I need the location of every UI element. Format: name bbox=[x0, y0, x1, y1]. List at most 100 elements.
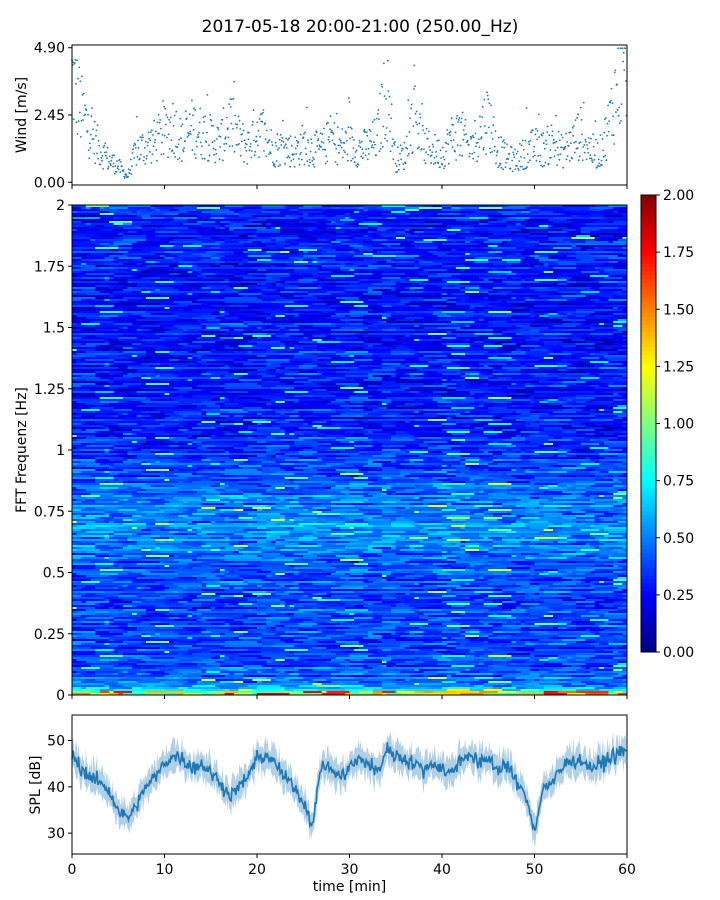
heatmap-cell bbox=[483, 287, 494, 290]
heatmap-cell bbox=[192, 289, 207, 292]
heatmap-cell bbox=[317, 327, 341, 330]
wind-point bbox=[196, 145, 198, 148]
heatmap-cell bbox=[432, 239, 448, 242]
wind-point bbox=[603, 118, 606, 121]
wind-point bbox=[587, 152, 590, 154]
heatmap-cell bbox=[210, 377, 221, 380]
wind-point bbox=[293, 153, 295, 156]
heatmap-cell bbox=[136, 371, 156, 374]
wind-point bbox=[535, 159, 538, 162]
heatmap-cell bbox=[150, 363, 161, 366]
heatmap-cell bbox=[451, 293, 466, 296]
heatmap-cell bbox=[104, 253, 124, 256]
heatmap-cell bbox=[321, 225, 341, 228]
heatmap-cell bbox=[298, 279, 318, 282]
heatmap-cell bbox=[414, 265, 420, 268]
heatmap-cell bbox=[391, 391, 411, 394]
wind-point bbox=[389, 150, 392, 153]
heatmap-cell bbox=[381, 277, 401, 280]
heatmap-cell bbox=[326, 223, 341, 226]
heatmap-cell bbox=[298, 385, 304, 388]
heatmap-cell bbox=[437, 319, 457, 322]
wind-point bbox=[527, 140, 530, 143]
heatmap-cell bbox=[201, 271, 226, 274]
heatmap-cell bbox=[418, 325, 438, 328]
heatmap-cell bbox=[502, 349, 517, 352]
heatmap-cell bbox=[391, 371, 406, 374]
heatmap-cell bbox=[576, 251, 596, 254]
heatmap-cell bbox=[146, 317, 161, 320]
heatmap-cell bbox=[270, 217, 295, 220]
heatmap-cell bbox=[90, 223, 115, 226]
heatmap-cell bbox=[122, 285, 138, 288]
heatmap-cell bbox=[423, 297, 434, 300]
heatmap-cell bbox=[141, 293, 152, 296]
heatmap-cell bbox=[381, 379, 406, 382]
heatmap-cell bbox=[150, 381, 156, 384]
wind-point bbox=[289, 165, 291, 168]
heatmap-cell bbox=[465, 255, 489, 258]
heatmap-cell bbox=[210, 349, 216, 352]
heatmap-cell bbox=[303, 317, 309, 320]
heatmap-cell bbox=[520, 361, 531, 364]
heatmap-cell bbox=[196, 233, 221, 236]
heatmap-cell bbox=[201, 401, 226, 404]
heatmap-cell bbox=[442, 291, 461, 294]
wind-point bbox=[97, 157, 99, 160]
heatmap-cell bbox=[257, 291, 281, 294]
wind-point bbox=[507, 158, 510, 160]
heatmap-cell bbox=[580, 383, 596, 386]
wind-point bbox=[361, 157, 364, 160]
heatmap-cell bbox=[294, 223, 313, 226]
heatmap-cell bbox=[150, 321, 165, 324]
heatmap-cell bbox=[238, 311, 263, 314]
heatmap-cell bbox=[590, 275, 609, 278]
heatmap-cell bbox=[400, 239, 424, 242]
heatmap-cell bbox=[196, 367, 221, 370]
heatmap-cell bbox=[183, 229, 198, 232]
heatmap-cell bbox=[294, 347, 304, 350]
heatmap-cell bbox=[622, 387, 628, 390]
heatmap-cell bbox=[502, 391, 517, 394]
heatmap-cell bbox=[613, 391, 628, 394]
wind-point bbox=[288, 137, 290, 140]
heatmap-cell bbox=[159, 357, 184, 360]
heatmap-cell bbox=[479, 257, 503, 260]
heatmap-cell bbox=[192, 269, 202, 272]
heatmap-cell bbox=[257, 229, 281, 232]
heatmap-cell bbox=[220, 369, 239, 372]
heatmap-cell bbox=[465, 293, 489, 296]
heatmap-cell bbox=[178, 383, 202, 386]
heatmap-cell bbox=[608, 359, 628, 362]
heatmap-cell bbox=[386, 219, 392, 222]
heatmap-cell bbox=[622, 277, 628, 280]
heatmap-cell bbox=[409, 365, 429, 368]
wind-point bbox=[297, 141, 300, 143]
heatmap-cell bbox=[192, 353, 207, 356]
heatmap-cell bbox=[95, 243, 101, 246]
heatmap-cell bbox=[442, 297, 457, 300]
wind-point bbox=[329, 128, 331, 131]
heatmap-cell bbox=[442, 395, 452, 398]
heatmap-cell bbox=[261, 327, 281, 330]
heatmap-cell bbox=[132, 223, 152, 226]
heatmap-cell bbox=[159, 277, 184, 280]
heatmap-cell bbox=[118, 283, 138, 286]
wind-point bbox=[105, 154, 107, 157]
heatmap-cell bbox=[321, 331, 337, 334]
heatmap-cell bbox=[164, 369, 184, 372]
wind-point bbox=[614, 69, 617, 72]
heatmap-cell bbox=[358, 371, 374, 374]
heatmap-cell bbox=[451, 355, 461, 358]
wind-point bbox=[376, 134, 379, 137]
heatmap-cell bbox=[335, 231, 346, 234]
heatmap-cell bbox=[247, 259, 258, 262]
heatmap-cell bbox=[141, 265, 147, 268]
heatmap-cell bbox=[497, 299, 517, 302]
heatmap-cell bbox=[127, 317, 138, 320]
heatmap-cell bbox=[141, 257, 156, 260]
heatmap-cell bbox=[196, 257, 212, 260]
heatmap-cell bbox=[451, 205, 466, 208]
heatmap-cell bbox=[566, 255, 591, 258]
heatmap-cell bbox=[386, 215, 401, 218]
